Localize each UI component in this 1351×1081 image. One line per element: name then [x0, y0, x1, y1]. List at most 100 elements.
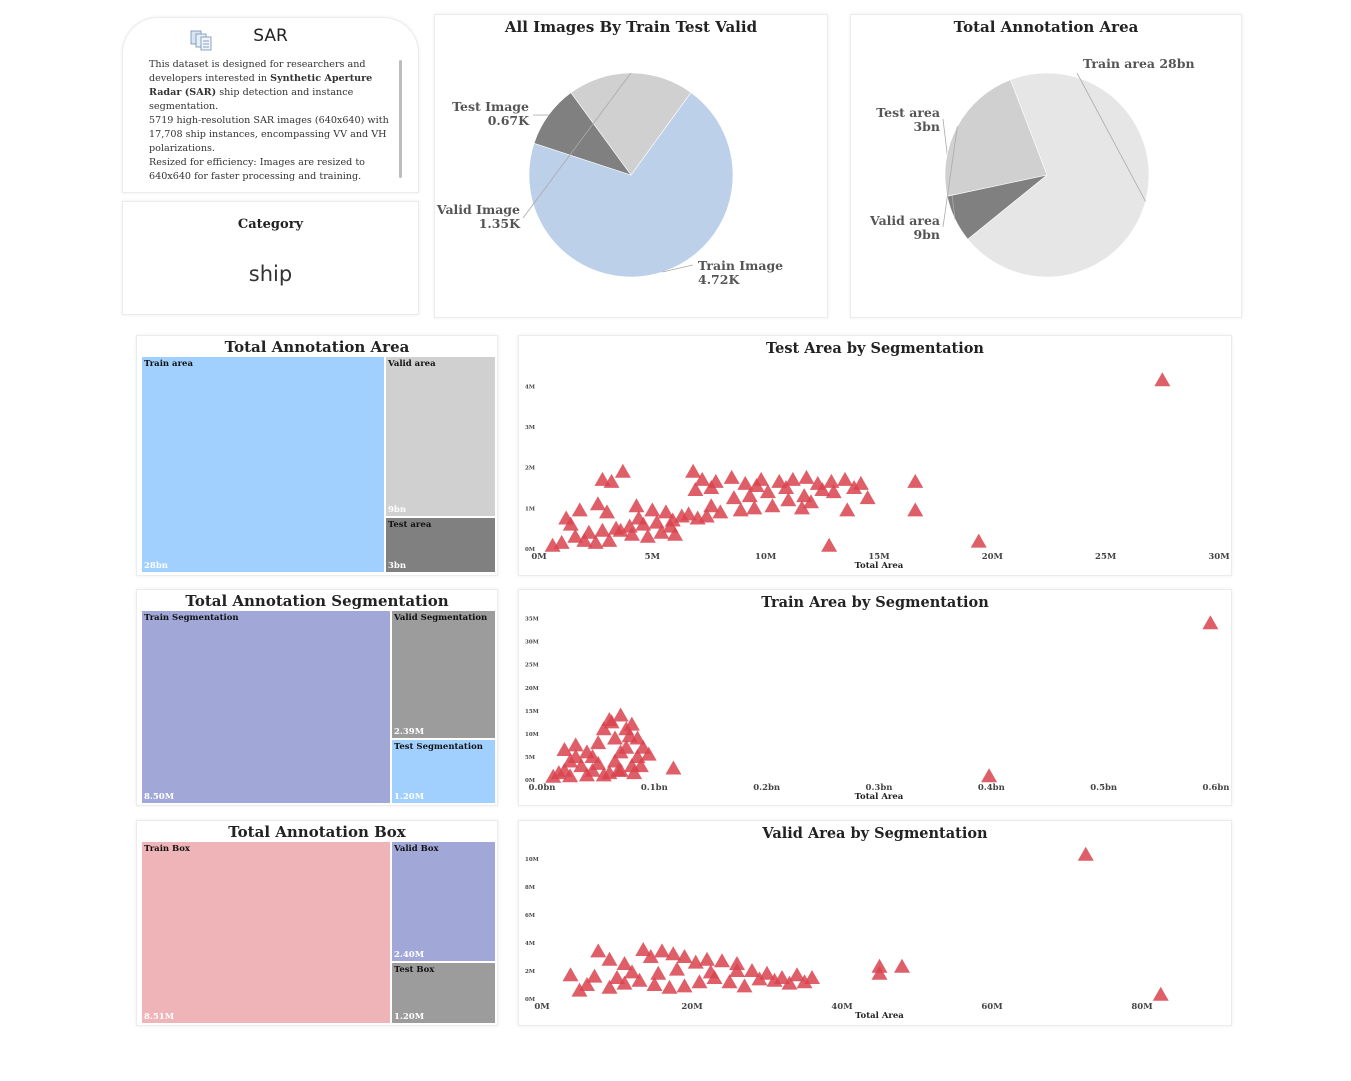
scatter-point[interactable] [1077, 846, 1094, 861]
scatter-point[interactable] [669, 961, 685, 976]
scatter-point[interactable] [823, 473, 840, 488]
scatter-point[interactable] [601, 979, 618, 994]
scatter-point[interactable] [653, 524, 670, 539]
scatter-point[interactable] [556, 742, 573, 757]
scatter-point[interactable] [703, 498, 720, 513]
scatter-point[interactable] [601, 532, 618, 547]
scatter-point[interactable] [714, 953, 730, 968]
scatter-point[interactable] [661, 979, 678, 994]
scatter-point[interactable] [746, 500, 763, 515]
scatter-point[interactable] [665, 946, 682, 961]
scatter-point[interactable] [616, 975, 633, 990]
scatter-point[interactable] [612, 522, 629, 537]
scatter-point[interactable] [616, 956, 633, 970]
scatter-point[interactable] [1202, 615, 1219, 630]
scatter-point[interactable] [798, 469, 815, 484]
scatter-point[interactable] [650, 965, 667, 980]
scatter-point[interactable] [852, 475, 869, 490]
scatter-point[interactable] [781, 975, 798, 990]
scatter-point[interactable] [635, 739, 652, 754]
scatter-point[interactable] [632, 758, 649, 773]
scatter-point[interactable] [737, 475, 754, 490]
treemap-cell-valid-area[interactable]: Valid area 9bn [385, 356, 496, 517]
scatter-point[interactable] [771, 473, 788, 488]
scatter-point[interactable] [667, 526, 683, 541]
scatter-point[interactable] [612, 707, 629, 722]
scatter-point[interactable] [657, 504, 674, 519]
scatter-point[interactable] [624, 964, 640, 979]
scatter-point[interactable] [646, 977, 663, 991]
scatter-point[interactable] [603, 714, 620, 729]
scatter-point[interactable] [587, 534, 604, 549]
scatter-point[interactable] [621, 518, 638, 533]
scatter-point[interactable] [759, 965, 775, 980]
scatter-point[interactable] [691, 974, 708, 989]
scatter-point[interactable] [685, 463, 702, 478]
scatter-point[interactable] [553, 534, 570, 549]
scatter-point[interactable] [562, 516, 579, 531]
scatter-point[interactable] [736, 978, 753, 993]
scatter-point[interactable] [732, 502, 749, 517]
scatter-point[interactable] [784, 471, 801, 486]
scatter-point[interactable] [837, 471, 853, 486]
scatter-point[interactable] [578, 767, 595, 782]
scatter-point[interactable] [579, 977, 595, 991]
scatter-point[interactable] [780, 492, 797, 507]
treemap-cell-test-seg[interactable]: Test Segmentation 1.20M [391, 739, 496, 804]
scatter-point[interactable] [586, 968, 603, 983]
scatter-point[interactable] [607, 730, 624, 745]
scatter-point[interactable] [635, 942, 652, 956]
treemap-cell-train-area[interactable]: Train area 28bn [141, 356, 385, 573]
scatter-point[interactable] [589, 496, 606, 511]
scatter-point[interactable] [1152, 986, 1169, 1001]
treemap-cell-valid-box[interactable]: Valid Box 2.40M [391, 841, 496, 962]
scatter-point[interactable] [662, 518, 679, 533]
scatter-point[interactable] [821, 537, 838, 552]
scatter-point[interactable] [699, 951, 715, 966]
scatter-point[interactable] [981, 768, 998, 783]
scatter-point[interactable] [796, 488, 813, 503]
treemap-cell-test-area[interactable]: Test area 3bn [385, 517, 496, 573]
scatter-point[interactable] [590, 735, 607, 750]
scatter-point[interactable] [601, 951, 618, 966]
treemap-cell-test-box[interactable]: Test Box 1.20M [391, 962, 496, 1024]
scatter-point[interactable] [814, 482, 831, 497]
scatter-point[interactable] [562, 967, 579, 982]
treemap-cell-train-seg[interactable]: Train Segmentation 8.50M [141, 610, 391, 804]
scatter-point[interactable] [665, 760, 682, 775]
scatter-point[interactable] [573, 758, 590, 773]
scatter-point[interactable] [590, 943, 607, 958]
scatter-point[interactable] [744, 963, 760, 977]
scatter-point[interactable] [766, 972, 783, 987]
scatter-point[interactable] [594, 471, 611, 486]
scatter-point[interactable] [793, 500, 810, 515]
scatter-point[interactable] [703, 480, 720, 494]
scatter-point[interactable] [676, 978, 693, 993]
scatter-point[interactable] [894, 958, 910, 973]
scatter-point[interactable] [789, 967, 805, 982]
scatter-point[interactable] [599, 504, 615, 519]
scatter-point[interactable] [609, 970, 625, 984]
scatter-point[interactable] [567, 737, 584, 752]
scatter-point[interactable] [594, 522, 611, 537]
scatter-point[interactable] [576, 532, 593, 547]
scatter-point[interactable] [571, 502, 588, 517]
scatter-point[interactable] [631, 972, 648, 987]
scatter-point[interactable] [778, 480, 795, 494]
scatter-point[interactable] [648, 514, 665, 529]
scatter-point[interactable] [759, 484, 776, 499]
scatter-point[interactable] [712, 504, 729, 519]
scatter-point[interactable] [721, 974, 738, 989]
scatter-point[interactable] [676, 949, 693, 963]
scatter-point[interactable] [639, 528, 656, 543]
scatter-point[interactable] [644, 502, 661, 517]
info-scrollbar[interactable] [399, 60, 402, 178]
scatter-point[interactable] [623, 526, 640, 541]
scatter-point[interactable] [612, 744, 629, 759]
scatter-point[interactable] [729, 963, 745, 977]
scatter-point[interactable] [614, 463, 631, 478]
scatter-point[interactable] [689, 510, 706, 525]
scatter-point[interactable] [907, 473, 924, 488]
scatter-point[interactable] [626, 765, 643, 780]
scatter-point[interactable] [694, 471, 711, 486]
